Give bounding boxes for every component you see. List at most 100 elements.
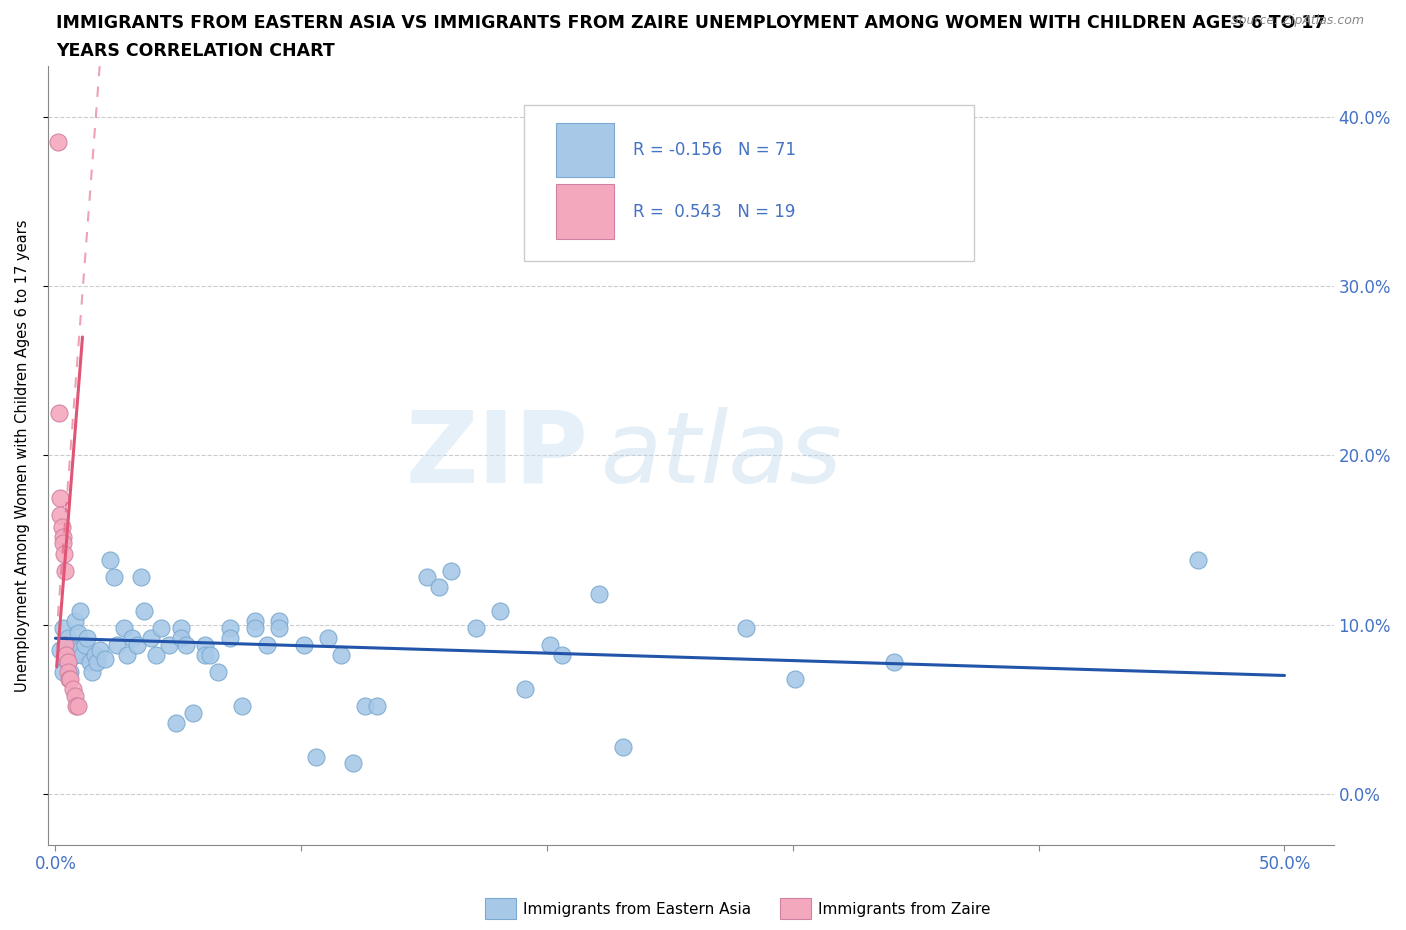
- Point: [342, 756, 364, 771]
- Point: [538, 638, 561, 653]
- Point: [354, 698, 377, 713]
- Point: [440, 563, 463, 578]
- Point: [1187, 553, 1209, 568]
- Point: [256, 638, 278, 653]
- Point: [612, 739, 634, 754]
- Point: [292, 638, 315, 653]
- Point: [194, 638, 217, 653]
- FancyBboxPatch shape: [555, 184, 613, 239]
- Point: [63, 614, 86, 629]
- Point: [83, 647, 105, 662]
- Point: [72, 647, 94, 662]
- Point: [56, 631, 79, 645]
- Point: [103, 570, 125, 585]
- Point: [89, 643, 111, 658]
- Point: [53, 638, 76, 653]
- Point: [464, 620, 486, 635]
- Point: [82, 665, 104, 680]
- Point: [735, 620, 758, 635]
- Point: [105, 638, 128, 653]
- Point: [69, 604, 91, 618]
- FancyBboxPatch shape: [555, 123, 613, 178]
- Point: [65, 698, 87, 713]
- Text: R = -0.156   N = 71: R = -0.156 N = 71: [633, 141, 796, 159]
- Point: [52, 665, 75, 680]
- Point: [269, 614, 291, 629]
- Point: [269, 620, 291, 635]
- Text: R =  0.543   N = 19: R = 0.543 N = 19: [633, 203, 796, 220]
- Point: [62, 638, 84, 653]
- Point: [141, 631, 163, 645]
- Point: [62, 682, 84, 697]
- Point: [52, 529, 75, 544]
- Point: [243, 614, 266, 629]
- Text: Immigrants from Zaire: Immigrants from Zaire: [818, 902, 991, 917]
- Point: [316, 631, 339, 645]
- Point: [219, 620, 242, 635]
- Text: ZIP: ZIP: [405, 407, 588, 504]
- Point: [48, 405, 70, 420]
- Point: [121, 631, 143, 645]
- Point: [56, 655, 79, 670]
- Point: [63, 647, 86, 662]
- Text: atlas: atlas: [600, 407, 842, 504]
- Point: [53, 563, 76, 578]
- Point: [785, 671, 807, 686]
- Y-axis label: Unemployment Among Women with Children Ages 6 to 17 years: Unemployment Among Women with Children A…: [15, 219, 30, 692]
- Point: [883, 655, 905, 670]
- Point: [181, 705, 204, 720]
- Point: [53, 546, 76, 561]
- Point: [51, 519, 73, 534]
- Point: [49, 643, 72, 658]
- Point: [150, 620, 173, 635]
- Point: [200, 647, 222, 662]
- Point: [46, 135, 69, 150]
- Point: [125, 638, 148, 653]
- Point: [131, 570, 153, 585]
- Point: [219, 631, 242, 645]
- Text: IMMIGRANTS FROM EASTERN ASIA VS IMMIGRANTS FROM ZAIRE UNEMPLOYMENT AMONG WOMEN W: IMMIGRANTS FROM EASTERN ASIA VS IMMIGRAN…: [56, 14, 1326, 32]
- Point: [305, 750, 328, 764]
- Point: [513, 682, 536, 697]
- Point: [366, 698, 388, 713]
- Point: [243, 620, 266, 635]
- Point: [170, 631, 193, 645]
- Point: [170, 620, 193, 635]
- Point: [69, 643, 91, 658]
- Point: [157, 638, 180, 653]
- Point: [49, 507, 72, 522]
- Point: [98, 553, 121, 568]
- Point: [551, 647, 574, 662]
- Point: [53, 651, 76, 666]
- Point: [56, 655, 79, 670]
- Text: YEARS CORRELATION CHART: YEARS CORRELATION CHART: [56, 42, 335, 60]
- Text: Source: ZipAtlas.com: Source: ZipAtlas.com: [1230, 14, 1364, 27]
- Point: [56, 665, 79, 680]
- Point: [427, 580, 450, 595]
- Point: [52, 536, 75, 551]
- Point: [76, 631, 98, 645]
- Point: [329, 647, 352, 662]
- Point: [79, 655, 101, 670]
- Point: [73, 638, 96, 653]
- Point: [174, 638, 197, 653]
- Point: [145, 647, 167, 662]
- Point: [63, 688, 86, 703]
- Point: [66, 698, 89, 713]
- Point: [132, 604, 155, 618]
- Point: [59, 671, 82, 686]
- Point: [49, 490, 72, 505]
- Point: [55, 647, 77, 662]
- FancyBboxPatch shape: [523, 105, 974, 260]
- Point: [115, 647, 138, 662]
- Point: [66, 626, 89, 641]
- Point: [194, 647, 217, 662]
- Point: [112, 620, 135, 635]
- Point: [165, 715, 187, 730]
- Point: [93, 651, 115, 666]
- Point: [59, 665, 82, 680]
- Point: [489, 604, 512, 618]
- Point: [52, 620, 75, 635]
- Point: [231, 698, 253, 713]
- Point: [86, 655, 108, 670]
